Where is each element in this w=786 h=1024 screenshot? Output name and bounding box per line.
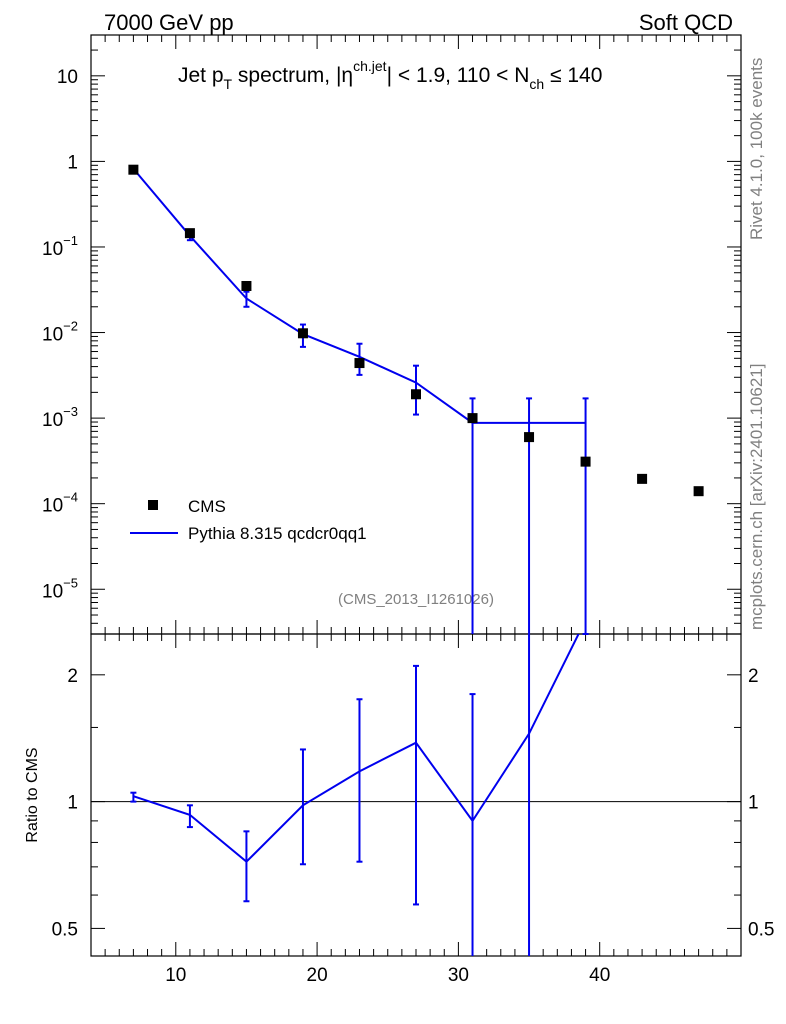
main-panel-frame [90, 34, 742, 635]
title-part1: Jet p [178, 64, 224, 87]
title-part3: | < 1.9, 110 < N [387, 64, 530, 87]
ratio-y-tick-label-right: 1 [748, 793, 759, 814]
main-axes: 10−5 10−4 10−3 10−2 10−1 1 10 [42, 34, 741, 635]
x-tick-label: 40 [589, 965, 610, 986]
title-part4: ≤ 140 [544, 64, 602, 87]
cms-data-point [297, 328, 308, 339]
main-y-tick-label: 10 [57, 67, 78, 88]
ratio-y-tick-label-right: 2 [748, 666, 759, 687]
title-part2: spectrum, |η [232, 64, 353, 87]
mc-line [132, 168, 586, 424]
cms-data-point [524, 432, 535, 443]
title-sub2: ch [529, 76, 544, 92]
ratio-y-tick-label-right: 0.5 [748, 919, 774, 940]
main-y-tick-label: 10−3 [42, 404, 78, 431]
rivet-label: Rivet 4.1.0, 100k events [747, 58, 766, 240]
mcplots-label: mcplots.cern.ch [arXiv:2401.10621] [747, 364, 766, 630]
legend-data-marker [148, 500, 158, 510]
legend-mc-label: Pythia 8.315 qcdcr0qq1 [188, 524, 367, 543]
plot-title: Jet pT spectrum, |ηch.jet| < 1.9, 110 < … [178, 58, 602, 92]
main-y-tick-label: 1 [67, 152, 78, 173]
main-y-tick-label: 10−4 [42, 490, 78, 517]
x-tick-label: 10 [165, 965, 186, 986]
cms-data-point [128, 164, 139, 175]
main-y-tick-label: 10−5 [42, 575, 78, 602]
main-data-series [128, 164, 704, 497]
header-left: 7000 GeV pp [104, 10, 234, 35]
cms-data-point [580, 456, 591, 467]
cms-data-point [693, 486, 704, 497]
header-right: Soft QCD [639, 10, 733, 35]
analysis-watermark: (CMS_2013_I1261026) [338, 591, 494, 608]
cms-data-point [354, 358, 365, 369]
title-sub1: T [224, 76, 233, 92]
cms-data-point [637, 473, 648, 484]
ratio-axes: 10 20 30 40 0.5 0.5 1 1 2 2 [52, 634, 774, 986]
cms-data-point [467, 413, 478, 424]
title-sup1: ch.jet [353, 58, 387, 74]
ratio-y-tick-label: 0.5 [52, 919, 78, 940]
main-mc-series [130, 166, 589, 634]
ratio-ylabel: Ratio to CMS [24, 747, 41, 842]
main-y-tick-label: 10−2 [42, 319, 78, 346]
ratio-y-tick-label: 2 [67, 666, 78, 687]
ratio-y-tick-label: 1 [67, 793, 78, 814]
x-tick-label: 20 [307, 965, 328, 986]
ratio-mc-series [130, 633, 589, 956]
legend-data-label: CMS [188, 497, 226, 516]
main-y-tick-label: 10−1 [42, 233, 78, 260]
cms-data-point [411, 389, 421, 400]
cms-data-point [184, 228, 195, 239]
x-tick-label: 30 [448, 965, 469, 986]
cms-data-point [241, 280, 252, 291]
